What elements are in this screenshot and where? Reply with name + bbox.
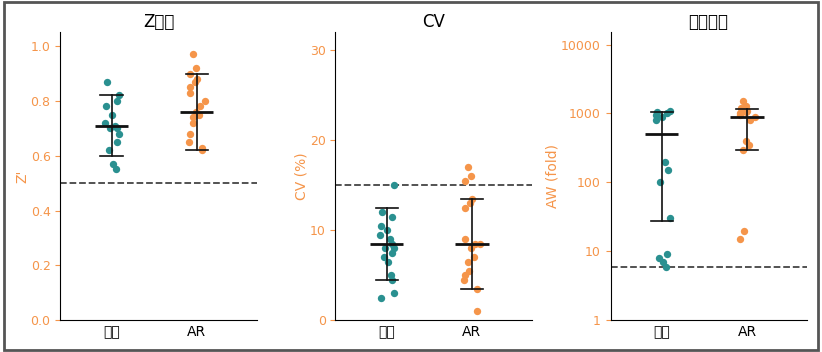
Point bbox=[190, 65, 203, 71]
Point bbox=[649, 112, 663, 118]
Title: CV: CV bbox=[423, 13, 445, 31]
Point bbox=[458, 277, 471, 283]
Point bbox=[183, 131, 196, 137]
Point bbox=[458, 272, 471, 278]
Point bbox=[388, 245, 401, 251]
Point bbox=[661, 252, 674, 257]
Point bbox=[458, 205, 471, 210]
Title: 检测窗口: 检测窗口 bbox=[689, 13, 728, 31]
Point bbox=[661, 168, 674, 173]
Point bbox=[386, 214, 399, 220]
Point bbox=[102, 147, 115, 153]
Point bbox=[653, 180, 667, 185]
Point bbox=[374, 232, 387, 238]
Y-axis label: AW (fold): AW (fold) bbox=[546, 144, 560, 208]
Point bbox=[387, 290, 400, 296]
Point bbox=[733, 111, 746, 116]
Point bbox=[734, 112, 747, 118]
Point bbox=[658, 159, 672, 164]
Point bbox=[462, 164, 475, 170]
Point bbox=[471, 286, 484, 291]
Point bbox=[740, 103, 753, 108]
Point bbox=[385, 272, 398, 278]
Point bbox=[657, 259, 670, 265]
Point bbox=[192, 112, 206, 118]
Point bbox=[183, 90, 196, 95]
Point bbox=[184, 71, 197, 76]
Point bbox=[374, 223, 387, 229]
Point bbox=[104, 126, 117, 131]
Point bbox=[733, 237, 746, 242]
Point bbox=[105, 112, 118, 118]
Point bbox=[650, 109, 663, 115]
Point bbox=[473, 241, 487, 247]
Point bbox=[375, 209, 388, 215]
Point bbox=[183, 84, 196, 90]
Point bbox=[653, 255, 666, 261]
Point bbox=[113, 93, 126, 98]
Point bbox=[659, 264, 672, 269]
Point bbox=[193, 103, 206, 109]
Point bbox=[113, 131, 126, 137]
Point bbox=[737, 99, 750, 104]
Point bbox=[740, 138, 753, 144]
Point bbox=[649, 117, 662, 123]
Point bbox=[663, 216, 677, 221]
Point bbox=[468, 254, 481, 260]
Point bbox=[374, 295, 387, 301]
Point bbox=[462, 268, 475, 274]
Point bbox=[199, 98, 212, 104]
Point bbox=[99, 103, 112, 109]
Point bbox=[189, 109, 202, 115]
Point bbox=[100, 79, 113, 84]
Point bbox=[749, 114, 762, 119]
Point bbox=[187, 120, 200, 126]
Point bbox=[109, 123, 122, 128]
Point bbox=[383, 237, 396, 242]
Point bbox=[386, 277, 399, 283]
Point bbox=[469, 241, 482, 247]
Point bbox=[110, 139, 123, 145]
Point bbox=[388, 183, 401, 188]
Point bbox=[459, 237, 472, 242]
Point bbox=[379, 245, 392, 251]
Point bbox=[466, 196, 479, 202]
Point bbox=[196, 147, 209, 153]
Point bbox=[459, 178, 472, 184]
Point bbox=[464, 201, 477, 206]
Point bbox=[663, 108, 676, 113]
Point bbox=[661, 111, 674, 116]
Title: Z因子: Z因子 bbox=[143, 13, 174, 31]
Point bbox=[737, 228, 750, 233]
Point bbox=[182, 139, 196, 145]
Point bbox=[386, 250, 399, 256]
Point bbox=[110, 98, 123, 104]
Point bbox=[655, 114, 668, 119]
Point bbox=[381, 259, 395, 265]
Point bbox=[99, 120, 112, 126]
Point bbox=[196, 145, 209, 150]
Point bbox=[187, 115, 200, 120]
Point bbox=[743, 142, 756, 148]
Y-axis label: CV (%): CV (%) bbox=[294, 152, 308, 200]
Point bbox=[191, 76, 204, 82]
Point bbox=[377, 254, 390, 260]
Point bbox=[734, 105, 747, 111]
Point bbox=[471, 308, 484, 314]
Point bbox=[386, 241, 399, 247]
Point bbox=[109, 167, 122, 172]
Point bbox=[106, 161, 119, 167]
Point bbox=[741, 108, 754, 113]
Point bbox=[461, 259, 474, 265]
Point bbox=[744, 117, 757, 123]
Point bbox=[739, 109, 752, 115]
Point bbox=[737, 147, 750, 152]
Y-axis label: Z': Z' bbox=[16, 170, 30, 183]
Point bbox=[111, 126, 124, 131]
Point bbox=[464, 174, 478, 179]
Point bbox=[381, 227, 394, 233]
Point bbox=[189, 79, 202, 84]
Point bbox=[464, 245, 478, 251]
Point bbox=[187, 51, 200, 57]
